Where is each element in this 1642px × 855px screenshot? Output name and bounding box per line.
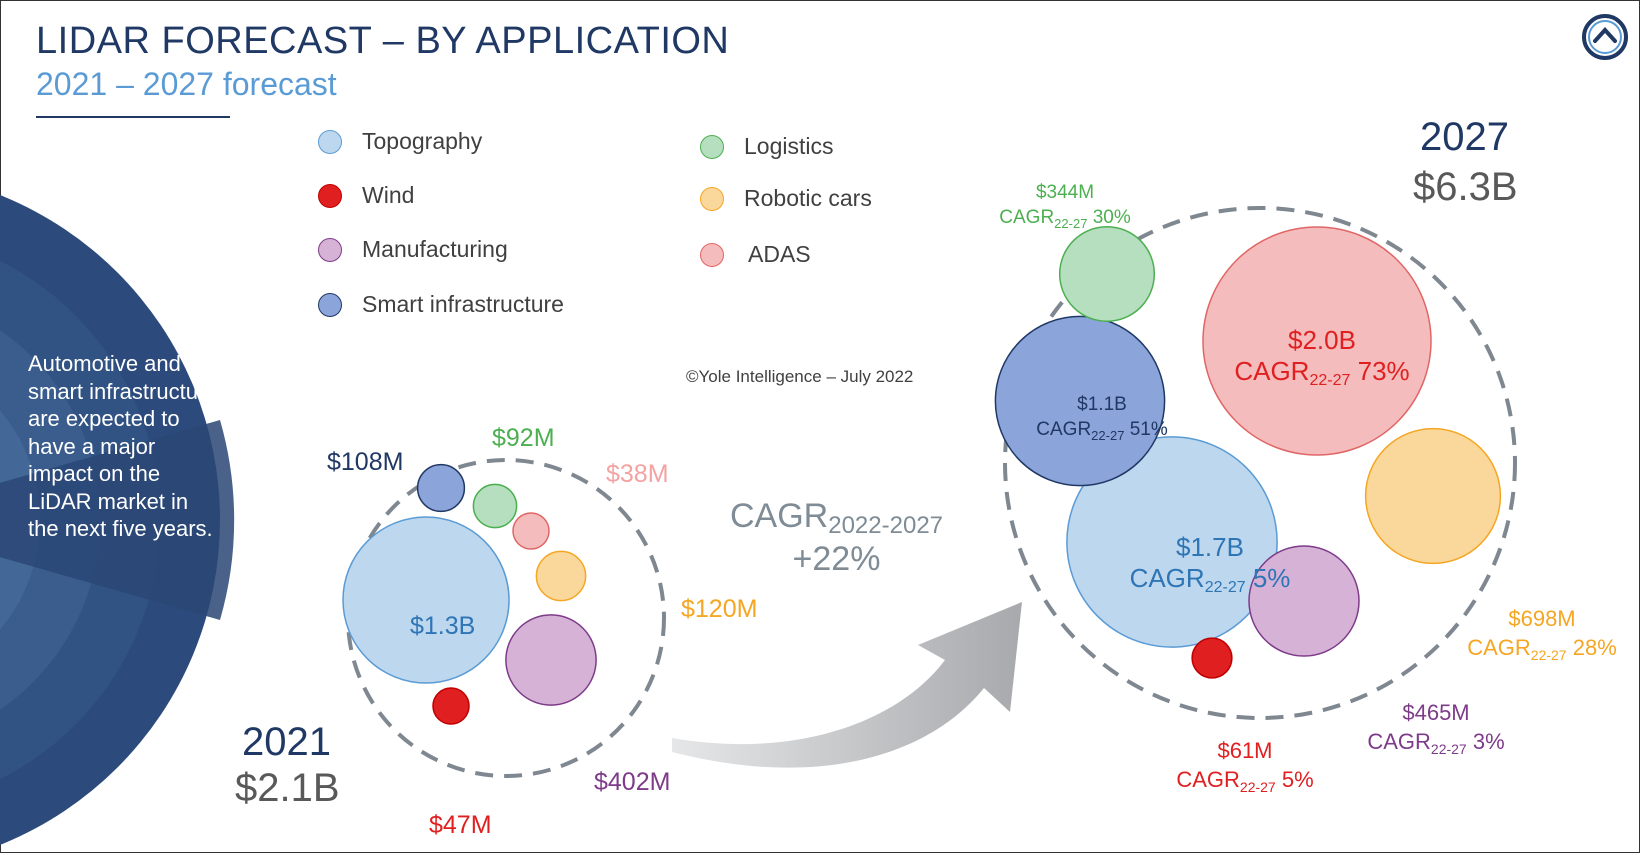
cagr-period: 22-27: [1091, 428, 1125, 443]
legend-item-wind: Wind: [318, 182, 414, 209]
bubble-2021-smart-infrastructure: [416, 463, 466, 513]
manufacturing-2027-value: $465M: [1402, 700, 1470, 725]
total-2027-label: $6.3B: [1413, 165, 1518, 209]
wind-swatch: [318, 183, 342, 208]
legend-item-topography: Topography: [318, 128, 482, 155]
decorative-circle-band: [0, 195, 235, 845]
value-label-2027-manufacturing: $465M CAGR22-27 3%: [1356, 698, 1516, 764]
bubble-2021-robotic-cars: [535, 550, 587, 602]
smart-infrastructure-cagr: 51%: [1129, 419, 1168, 440]
cagr-period: 22-27: [1530, 647, 1567, 663]
legend-item-robotic-cars: Robotic cars: [700, 185, 872, 212]
cagr-period: 22-27: [1430, 741, 1467, 757]
legend-label: Logistics: [744, 133, 834, 159]
value-label-2021-topography: $1.3B: [410, 612, 476, 640]
page-subtitle: 2021 – 2027 forecast: [36, 66, 337, 102]
overall-cagr: CAGR2022-2027 +22%: [730, 497, 943, 579]
bubble-2021-logistics: [472, 483, 518, 529]
cagr-label: CAGR: [1234, 356, 1310, 386]
robotic-cars-2027-value: $698M: [1508, 606, 1576, 631]
adas-cagr: 73%: [1357, 356, 1410, 386]
scroll-up-icon[interactable]: [1580, 12, 1630, 62]
legend-label: Robotic cars: [744, 185, 872, 211]
bubble-2027-logistics: [1058, 225, 1156, 323]
logistics-2027-value: $344M: [1035, 182, 1095, 203]
year-2027-label: 2027: [1420, 115, 1509, 159]
bubble-2027-smart-infrastructure: [994, 315, 1166, 487]
year-2021-label: 2021: [242, 720, 331, 764]
legend-label: Topography: [362, 128, 483, 154]
value-label-2027-adas: $2.0B CAGR22-27 73%: [1222, 325, 1422, 390]
title-underline: [36, 116, 230, 118]
bubble-2021-adas: [512, 512, 550, 550]
value-label-2021-manufacturing: $402M: [594, 768, 671, 796]
topography-2027-value: $1.7B: [1176, 532, 1244, 562]
legend-label: ADAS: [748, 241, 811, 267]
legend-item-logistics: Logistics: [700, 133, 833, 160]
overall-cagr-period: 2022-2027: [828, 512, 944, 539]
cagr-label: CAGR: [1036, 419, 1092, 440]
wind-cagr: 5%: [1281, 767, 1314, 792]
cagr-period: 22-27: [1204, 579, 1246, 596]
bubble-2027-robotic-cars: [1364, 427, 1502, 565]
value-label-2027-wind: $61M CAGR22-27 5%: [1165, 736, 1325, 802]
value-label-2027-topography: $1.7B CAGR22-27 5%: [1110, 532, 1310, 597]
value-label-2027-smart-infrastructure: $1.1B CAGR22-27 51%: [1027, 392, 1177, 448]
value-label-2021-adas: $38M: [606, 460, 669, 488]
adas-2027-value: $2.0B: [1288, 325, 1356, 355]
robotic-cars-swatch: [700, 186, 724, 211]
overall-cagr-prefix: CAGR: [730, 497, 829, 535]
value-label-2027-robotic-cars: $698M CAGR22-27 28%: [1452, 604, 1632, 670]
legend-item-adas: ADAS: [700, 241, 811, 268]
bubble-2027-topography: [1066, 436, 1278, 648]
manufacturing-swatch: [318, 237, 342, 262]
cagr-period: 22-27: [1239, 779, 1276, 795]
robotic-cars-cagr: 28%: [1572, 635, 1617, 660]
group-2027-outline: [1003, 206, 1517, 720]
value-label-2021-smart-infrastructure: $108M: [327, 448, 404, 476]
overall-cagr-value: +22%: [792, 540, 881, 578]
legend-item-manufacturing: Manufacturing: [318, 236, 508, 263]
smart-infrastructure-2027-value: $1.1B: [1077, 394, 1127, 415]
value-label-2021-robotic-cars: $120M: [681, 595, 758, 623]
total-2021-label: $2.1B: [235, 766, 340, 810]
smart-infrastructure-swatch: [318, 292, 342, 317]
bubble-2021-topography: [342, 516, 510, 684]
side-note: Automotive and smart infrastructure are …: [28, 351, 218, 541]
topography-cagr: 5%: [1252, 563, 1291, 593]
manufacturing-cagr: 3%: [1472, 729, 1505, 754]
legend-label: Wind: [362, 182, 415, 208]
cagr-label: CAGR: [1467, 635, 1531, 660]
page-title: LIDAR FORECAST – BY APPLICATION: [36, 20, 730, 62]
bubble-2027-wind: [1191, 637, 1233, 679]
cagr-label: CAGR: [999, 207, 1055, 228]
value-label-2021-wind: $47M: [429, 811, 492, 839]
cagr-label: CAGR: [1176, 767, 1240, 792]
legend-label: Smart infrastructure: [362, 291, 564, 317]
adas-swatch: [700, 242, 724, 267]
cagr-period: 22-27: [1054, 216, 1088, 231]
cagr-label: CAGR: [1129, 563, 1205, 593]
value-label-2027-logistics: $344M CAGR22-27 30%: [990, 180, 1140, 236]
logistics-swatch: [700, 134, 724, 159]
bubble-2027-manufacturing: [1248, 545, 1360, 657]
legend-label: Manufacturing: [362, 236, 508, 262]
topography-swatch: [318, 129, 342, 154]
bubble-2027-adas: [1202, 226, 1432, 456]
wind-2027-value: $61M: [1217, 738, 1273, 763]
value-label-2021-logistics: $92M: [492, 424, 555, 452]
growth-arrow: [672, 602, 1022, 768]
legend-item-smart-infrastructure: Smart infrastructure: [318, 291, 564, 318]
cagr-period: 22-27: [1309, 372, 1351, 389]
bubble-2021-manufacturing: [505, 614, 597, 706]
logistics-cagr: 30%: [1092, 207, 1131, 228]
copyright-note: ©Yole Intelligence – July 2022: [686, 367, 914, 386]
bubble-2021-wind: [432, 687, 470, 725]
cagr-label: CAGR: [1367, 729, 1431, 754]
